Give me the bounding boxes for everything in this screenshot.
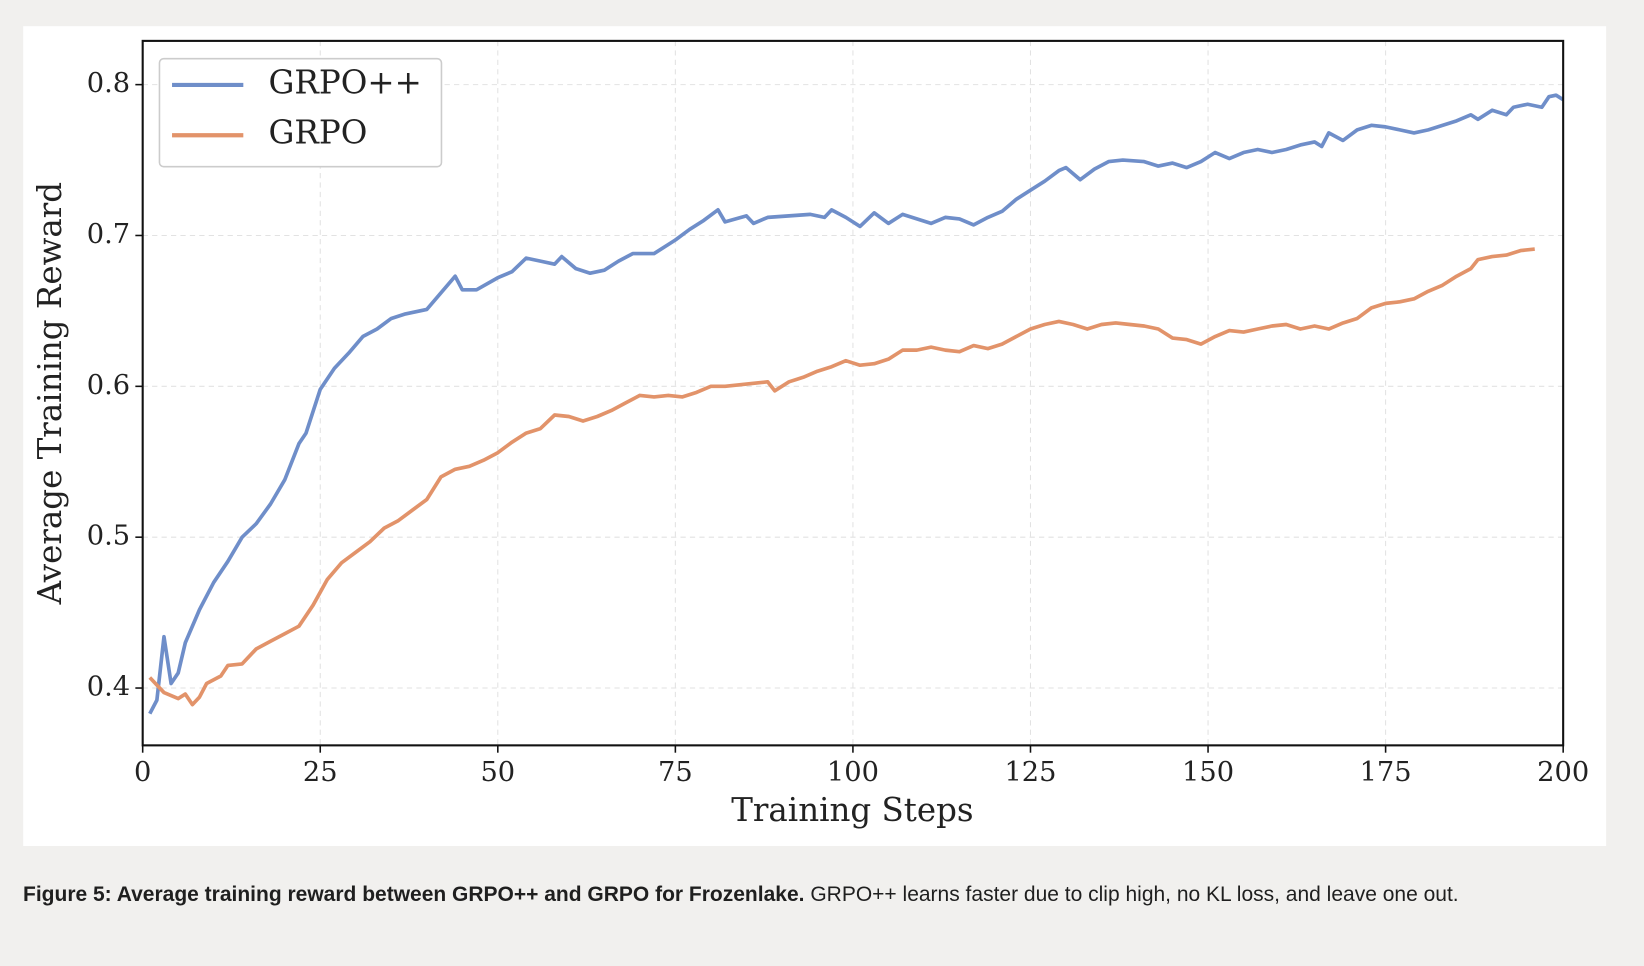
x-tick-label: 150 bbox=[1182, 757, 1234, 788]
caption-bold: Figure 5: Average training reward betwee… bbox=[23, 883, 805, 906]
y-tick-label: 0.8 bbox=[87, 68, 130, 99]
legend-label: GRPO++ bbox=[268, 63, 421, 101]
chart: Training Steps Average Training Reward 0… bbox=[23, 26, 1607, 846]
x-tick-label: 50 bbox=[480, 757, 515, 788]
y-tick-label: 0.4 bbox=[87, 672, 130, 703]
x-tick-label: 200 bbox=[1537, 757, 1589, 788]
series-line bbox=[148, 93, 1565, 715]
y-tick-label: 0.5 bbox=[87, 521, 130, 552]
series-line bbox=[148, 247, 1535, 707]
y-tick-label: 0.7 bbox=[87, 219, 130, 250]
x-tick-label: 175 bbox=[1360, 757, 1412, 788]
caption-text: GRPO++ learns faster due to clip high, n… bbox=[810, 883, 1459, 906]
plot-frame bbox=[141, 39, 1565, 747]
x-tick-label: 125 bbox=[1004, 757, 1056, 788]
legend-label: GRPO bbox=[268, 114, 367, 152]
x-tick-label: 75 bbox=[658, 757, 693, 788]
y-tick-label: 0.6 bbox=[87, 370, 130, 401]
y-axis-label: Average Training Reward bbox=[31, 182, 69, 605]
x-tick-label: 100 bbox=[827, 757, 879, 788]
x-tick-label: 25 bbox=[303, 757, 338, 788]
x-tick-label: 0 bbox=[134, 757, 151, 788]
x-axis-label: Training Steps bbox=[731, 791, 973, 829]
caption: Figure 5: Average training reward betwee… bbox=[23, 876, 1598, 913]
